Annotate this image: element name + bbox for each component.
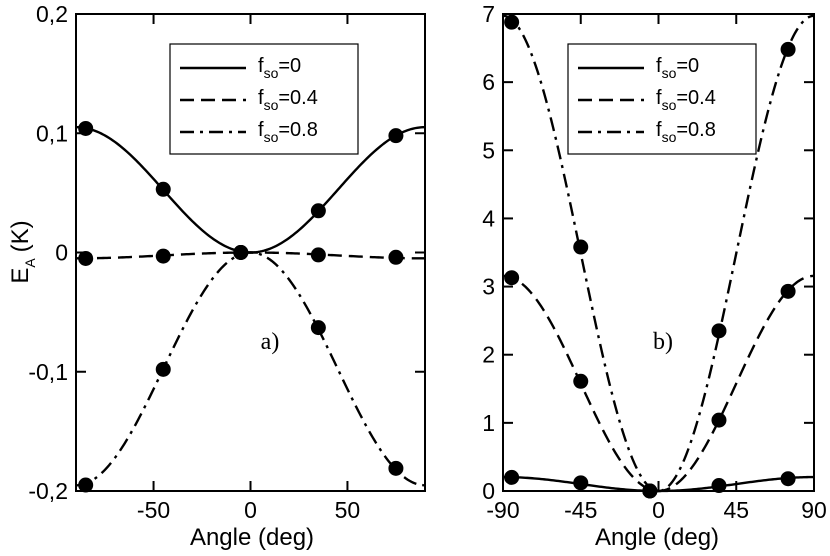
panel-a-y-tick-label: -0,2	[28, 478, 68, 504]
panel-a-data-point	[78, 477, 94, 493]
panel-b-data-point	[504, 14, 520, 30]
panel-b-x-tick-label: -45	[564, 497, 597, 523]
panel-a-data-point	[78, 250, 94, 266]
panel-a-x-tick-label: -50	[137, 497, 170, 523]
panel-b-data-point	[504, 469, 520, 485]
panel-a-y-tick-label: 0	[55, 240, 68, 266]
panel-b-data-point	[573, 475, 589, 491]
panel-a-data-point	[310, 203, 326, 219]
panel-b-data-point	[780, 283, 796, 299]
panel-a-legend-label-1: fso=0.4	[258, 87, 318, 113]
panel-a-data-point	[155, 361, 171, 377]
panel-b-x-tick-label: 0	[652, 497, 665, 523]
panel-b-y-tick-label: 7	[482, 1, 495, 27]
y-axis-title-unit: (K)	[7, 220, 34, 252]
panel-b-legend-label-1: fso=0.4	[656, 87, 716, 113]
panel-a-data-point	[310, 247, 326, 263]
panel-a-data-point	[155, 181, 171, 197]
panel-a-legend: fso=0 fso=0.4 fso=0.8	[169, 43, 359, 155]
panel-b-legend-label-2: fso=0.8	[656, 119, 716, 145]
panel-b-data-point	[711, 412, 727, 428]
panel-a-x-tick-label: 0	[244, 497, 257, 523]
y-axis-title: EA (K)	[7, 220, 38, 283]
panel-a-y-tick-label: 0,2	[36, 1, 68, 27]
panel-a-legend-label-2: fso=0.8	[258, 119, 318, 145]
panel-a-data-point	[233, 245, 249, 260]
panel-a-series-line-2	[75, 251, 426, 487]
panel-b-y-tick-label: 2	[482, 342, 495, 368]
panel-a-data-point	[388, 128, 404, 144]
panel-b-data-point	[711, 478, 727, 494]
panel-a-x-axis-title: Angle (deg)	[190, 524, 314, 551]
panel-b-data-point	[573, 239, 589, 255]
panel-a-y-tick-label: -0,1	[28, 359, 68, 385]
panel-b-y-tick-label: 3	[482, 274, 495, 300]
panel-b-y-tick-label: 5	[482, 137, 495, 163]
panel-a-legend-label-0: fso=0	[258, 55, 301, 81]
panel-b-legend-label-0: fso=0	[656, 55, 699, 81]
svg-text:EA(K): EA (K)	[7, 220, 38, 283]
panel-b-data-point	[711, 323, 727, 339]
panel-a-y-tick-label: 0,1	[36, 120, 68, 146]
panel-a-data-point	[310, 320, 326, 336]
panel-b-y-tick-label: 6	[482, 69, 495, 95]
panel-b-y-tick-label: 0	[482, 478, 495, 504]
panel-a-label: a)	[261, 329, 280, 355]
panel-a-data-point	[388, 249, 404, 265]
panel-b-frame	[502, 13, 815, 492]
panel-b-series-line-1	[502, 274, 815, 493]
panel-a-data-point	[78, 120, 94, 136]
chart-panel-a: -50 0 50 -0,2 -0,1 0 0,1 0,2 a) Angle (deg) EA (…	[7, 1, 426, 551]
panel-b-y-tick-label: 4	[482, 205, 495, 231]
panel-b-label: b)	[653, 329, 673, 355]
panel-b-data-point	[780, 41, 796, 57]
panel-b-x-tick-label: -90	[486, 497, 519, 523]
panel-b-x-tick-label: 90	[801, 497, 827, 523]
panel-a-data-point	[155, 248, 171, 264]
panel-b-data-point	[573, 373, 589, 389]
panel-b-data-point	[504, 270, 520, 286]
panel-a-x-tick-label: 50	[335, 497, 361, 523]
panel-b-y-tick-label: 1	[482, 410, 495, 436]
panel-b-x-tick-label: 45	[723, 497, 749, 523]
panel-b-x-axis-title: Angle (deg)	[595, 524, 719, 551]
panel-b-data-point	[780, 471, 796, 487]
panel-a-frame	[75, 13, 426, 492]
panel-b-legend: fso=0 fso=0.4 fso=0.8	[567, 43, 757, 155]
y-axis-title-main: E	[7, 268, 34, 284]
y-axis-title-sub: A	[22, 258, 38, 268]
panel-a-data-point	[388, 460, 404, 476]
